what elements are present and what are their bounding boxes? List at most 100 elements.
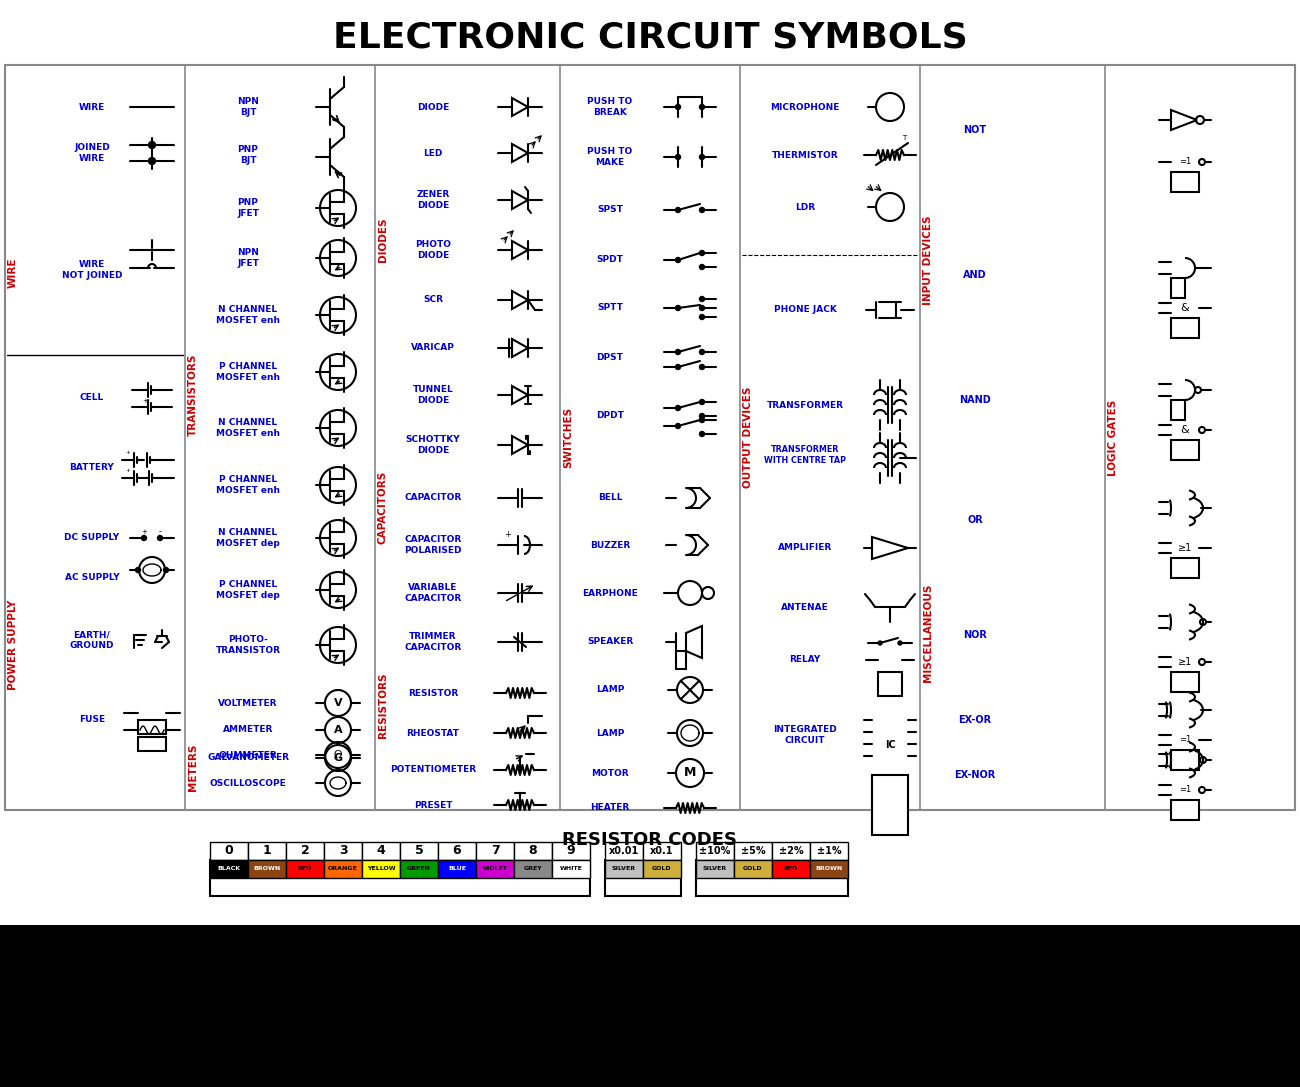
Bar bbox=[604, 860, 681, 896]
Text: VARIABLE
CAPACITOR: VARIABLE CAPACITOR bbox=[404, 584, 462, 602]
Text: PNP
BJT: PNP BJT bbox=[238, 146, 259, 165]
Polygon shape bbox=[1171, 110, 1197, 130]
Text: DIODES: DIODES bbox=[378, 217, 387, 262]
Text: =1: =1 bbox=[1179, 736, 1191, 745]
Text: TRANSISTORS: TRANSISTORS bbox=[188, 353, 198, 436]
Text: =1: =1 bbox=[1179, 158, 1191, 166]
Bar bbox=[400, 860, 438, 878]
Bar bbox=[361, 860, 400, 878]
Bar bbox=[361, 842, 400, 860]
Text: +: + bbox=[142, 529, 147, 535]
Circle shape bbox=[148, 141, 156, 149]
Text: VARICAP: VARICAP bbox=[411, 343, 455, 352]
Text: OUTPUT DEVICES: OUTPUT DEVICES bbox=[744, 387, 753, 488]
Bar bbox=[552, 842, 590, 860]
Bar bbox=[324, 860, 361, 878]
Text: P CHANNEL
MOSFET enh: P CHANNEL MOSFET enh bbox=[216, 475, 280, 495]
Text: BATTERY: BATTERY bbox=[70, 463, 114, 473]
Text: CAPACITORS: CAPACITORS bbox=[378, 471, 387, 545]
Text: &: & bbox=[1180, 303, 1190, 313]
Bar bbox=[552, 860, 590, 878]
Bar bbox=[644, 860, 681, 878]
Circle shape bbox=[699, 305, 705, 311]
Bar bbox=[676, 651, 686, 669]
Circle shape bbox=[676, 405, 680, 411]
Text: SPEAKER: SPEAKER bbox=[586, 637, 633, 647]
Bar bbox=[514, 842, 552, 860]
Text: AMMETER: AMMETER bbox=[222, 725, 273, 735]
Text: NPN
BJT: NPN BJT bbox=[237, 98, 259, 116]
Text: 6: 6 bbox=[452, 845, 462, 858]
Text: DIODE: DIODE bbox=[417, 102, 448, 112]
Bar bbox=[211, 860, 248, 878]
Text: RESISTOR CODES: RESISTOR CODES bbox=[563, 830, 737, 849]
Text: IC: IC bbox=[884, 740, 896, 750]
Text: 1: 1 bbox=[263, 845, 272, 858]
Bar bbox=[324, 842, 361, 860]
Text: BROWN: BROWN bbox=[254, 866, 281, 872]
Text: LAMP: LAMP bbox=[595, 728, 624, 737]
Text: ZENER
DIODE: ZENER DIODE bbox=[416, 190, 450, 210]
Text: RED: RED bbox=[298, 866, 312, 872]
Text: NAND: NAND bbox=[959, 395, 991, 405]
Circle shape bbox=[676, 258, 680, 262]
Circle shape bbox=[676, 208, 680, 212]
Bar bbox=[810, 842, 848, 860]
Circle shape bbox=[142, 536, 147, 540]
Bar bbox=[438, 860, 476, 878]
Bar bbox=[138, 720, 166, 734]
Text: &: & bbox=[1180, 425, 1190, 435]
Text: 3: 3 bbox=[339, 845, 347, 858]
Text: ±1%: ±1% bbox=[816, 846, 841, 855]
Bar bbox=[438, 842, 476, 860]
Text: YELLOW: YELLOW bbox=[367, 866, 395, 872]
Text: A: A bbox=[334, 725, 342, 735]
Text: OR: OR bbox=[967, 515, 983, 525]
Text: N CHANNEL
MOSFET dep: N CHANNEL MOSFET dep bbox=[216, 528, 280, 548]
Text: Ω: Ω bbox=[334, 750, 342, 760]
Text: SCR: SCR bbox=[422, 296, 443, 304]
Text: RESISTOR: RESISTOR bbox=[408, 688, 458, 698]
Text: GOLD: GOLD bbox=[653, 866, 672, 872]
Text: 8: 8 bbox=[529, 845, 537, 858]
Text: P CHANNEL
MOSFET dep: P CHANNEL MOSFET dep bbox=[216, 580, 280, 600]
Text: EARTH/
GROUND: EARTH/ GROUND bbox=[70, 630, 114, 650]
Bar bbox=[878, 672, 902, 696]
Text: ANTENAE: ANTENAE bbox=[781, 602, 829, 612]
Text: MOTOR: MOTOR bbox=[592, 769, 629, 777]
Text: M: M bbox=[684, 766, 697, 779]
Bar bbox=[476, 860, 514, 878]
Text: +: + bbox=[126, 450, 130, 454]
Circle shape bbox=[699, 104, 705, 110]
Circle shape bbox=[699, 400, 705, 404]
Bar bbox=[1171, 440, 1199, 460]
Bar bbox=[1171, 750, 1199, 770]
Bar bbox=[1171, 172, 1199, 192]
Text: THERMISTOR: THERMISTOR bbox=[772, 150, 838, 160]
Text: 9: 9 bbox=[567, 845, 576, 858]
Text: HEATER: HEATER bbox=[590, 803, 629, 812]
Text: CAPACITOR
POLARISED: CAPACITOR POLARISED bbox=[404, 535, 462, 554]
Circle shape bbox=[676, 364, 680, 370]
Text: BELL: BELL bbox=[598, 493, 623, 502]
Circle shape bbox=[699, 264, 705, 270]
Text: 7: 7 bbox=[490, 845, 499, 858]
Text: RHEOSTAT: RHEOSTAT bbox=[407, 728, 459, 737]
Bar bbox=[604, 860, 644, 878]
Text: BLACK: BLACK bbox=[217, 866, 240, 872]
Text: ±5%: ±5% bbox=[741, 846, 766, 855]
Text: AC SUPPLY: AC SUPPLY bbox=[65, 574, 120, 583]
Text: AND: AND bbox=[963, 270, 987, 280]
Text: EARPHONE: EARPHONE bbox=[582, 588, 638, 598]
Text: x0.01: x0.01 bbox=[608, 846, 640, 855]
Text: BLUE: BLUE bbox=[448, 866, 465, 872]
Text: GOLD: GOLD bbox=[744, 866, 763, 872]
Bar bbox=[872, 775, 907, 835]
Text: RELAY: RELAY bbox=[789, 655, 820, 664]
Text: METERS: METERS bbox=[188, 744, 198, 791]
Circle shape bbox=[699, 314, 705, 320]
Text: WIRE: WIRE bbox=[79, 102, 105, 112]
Text: VIOLET: VIOLET bbox=[482, 866, 507, 872]
Text: SILVER: SILVER bbox=[703, 866, 727, 872]
Bar bbox=[476, 842, 514, 860]
